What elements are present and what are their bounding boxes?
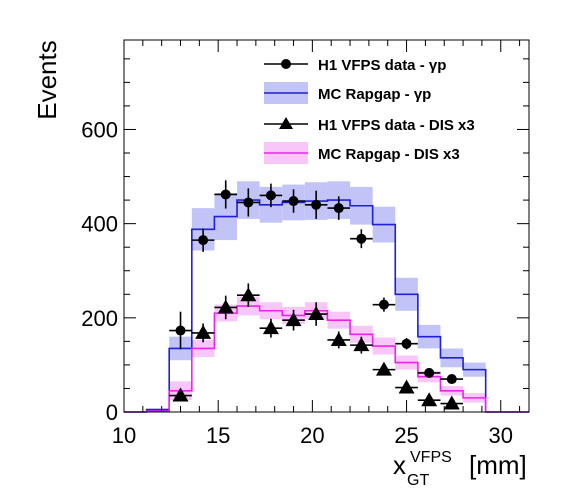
data-dis-marker xyxy=(398,379,415,394)
legend-entry-data-dis: H1 VFPS data - DIS x3 xyxy=(264,117,475,134)
legend-marker-circle xyxy=(281,59,291,69)
legend-label-mc-dis: MC Rapgap - DIS x3 xyxy=(318,146,460,163)
data-gp-marker xyxy=(356,233,367,244)
data-gp-marker xyxy=(288,196,299,207)
data-points xyxy=(169,180,464,410)
data-gp-point xyxy=(440,374,464,385)
x-tick-label: 15 xyxy=(206,423,230,448)
data-gp-marker xyxy=(446,374,457,385)
data-gp-point xyxy=(259,183,283,208)
data-dis-point xyxy=(259,318,283,338)
x-axis-label-main: x xyxy=(393,450,406,480)
x-tick-label: 10 xyxy=(112,423,136,448)
x-axis-label-sub: GT xyxy=(407,472,429,489)
legend-entry-mc-gp: MC Rapgap - γp xyxy=(264,82,431,104)
data-dis-point xyxy=(417,392,441,407)
data-gp-point xyxy=(169,311,192,350)
data-dis-point xyxy=(282,309,305,331)
data-dis-marker xyxy=(353,337,370,352)
plot-frame xyxy=(123,39,530,413)
legend-entry-mc-dis: MC Rapgap - DIS x3 xyxy=(264,142,460,164)
data-gp-marker xyxy=(401,338,412,349)
y-tick-label: 200 xyxy=(81,306,118,331)
x-axis-label-unit: [mm] xyxy=(469,450,527,480)
x-axis-label: x VFPS GT [mm] xyxy=(393,449,527,489)
y-tick-label: 0 xyxy=(106,400,118,425)
legend: H1 VFPS data - γp MC Rapgap - γp H1 VFPS… xyxy=(264,57,475,164)
data-gp-marker xyxy=(333,203,344,214)
data-dis-point xyxy=(372,361,396,376)
data-dis-point xyxy=(169,387,192,402)
data-dis-marker xyxy=(172,387,189,402)
data-gp-marker xyxy=(265,190,276,201)
data-dis-marker xyxy=(195,324,212,339)
y-tick-label: 400 xyxy=(81,212,118,237)
data-gp-point xyxy=(282,189,305,213)
data-dis-point xyxy=(191,323,215,343)
data-gp-point xyxy=(191,228,215,252)
y-tick-label: 600 xyxy=(81,117,118,142)
data-gp-marker xyxy=(243,197,254,208)
data-dis-marker xyxy=(421,392,438,407)
data-dis-marker xyxy=(217,299,234,314)
data-gp-point xyxy=(304,190,328,219)
data-dis-marker xyxy=(240,287,257,302)
data-dis-point xyxy=(304,302,328,326)
x-axis-label-sup: VFPS xyxy=(410,449,452,466)
data-gp-point xyxy=(327,196,351,220)
mc-histogram-lines xyxy=(124,199,529,413)
y-axis-label: Events xyxy=(32,40,62,120)
data-gp-point xyxy=(214,180,238,209)
axes: 0 200 400 600 10 15 20 25 30 xyxy=(81,40,529,448)
legend-label-mc-gp: MC Rapgap - γp xyxy=(318,86,431,103)
legend-label-data-gp: H1 VFPS data - γp xyxy=(318,57,446,74)
legend-entry-data-gp: H1 VFPS data - γp xyxy=(264,57,446,74)
x-tick-label: 30 xyxy=(489,423,513,448)
data-gp-point xyxy=(395,338,418,350)
data-dis-marker xyxy=(285,312,302,327)
data-gp-marker xyxy=(198,235,209,246)
data-gp-marker xyxy=(175,325,186,336)
data-gp-point xyxy=(372,297,396,312)
data-gp-marker xyxy=(220,189,231,200)
data-gp-marker xyxy=(311,199,322,210)
data-dis-point xyxy=(440,395,464,410)
legend-marker-triangle xyxy=(279,117,293,129)
data-gp-point xyxy=(350,229,373,249)
x-tick-label: 25 xyxy=(394,423,418,448)
mc-dis-line xyxy=(124,305,529,413)
data-dis-marker xyxy=(330,331,347,346)
data-dis-marker xyxy=(443,395,460,410)
data-dis-point xyxy=(350,336,373,354)
data-dis-point xyxy=(214,295,238,320)
data-dis-point xyxy=(395,379,418,394)
data-gp-marker xyxy=(424,367,435,378)
data-gp-point xyxy=(237,188,260,217)
data-gp-point xyxy=(417,367,441,378)
data-dis-point xyxy=(237,283,260,307)
legend-label-data-dis: H1 VFPS data - DIS x3 xyxy=(318,117,475,134)
data-dis-point xyxy=(327,331,351,349)
data-dis-marker xyxy=(375,361,392,376)
data-dis-marker xyxy=(308,306,325,321)
data-dis-marker xyxy=(262,320,279,335)
x-tick-label: 20 xyxy=(300,423,324,448)
data-gp-marker xyxy=(378,299,389,310)
mc-gp-line xyxy=(124,199,529,413)
